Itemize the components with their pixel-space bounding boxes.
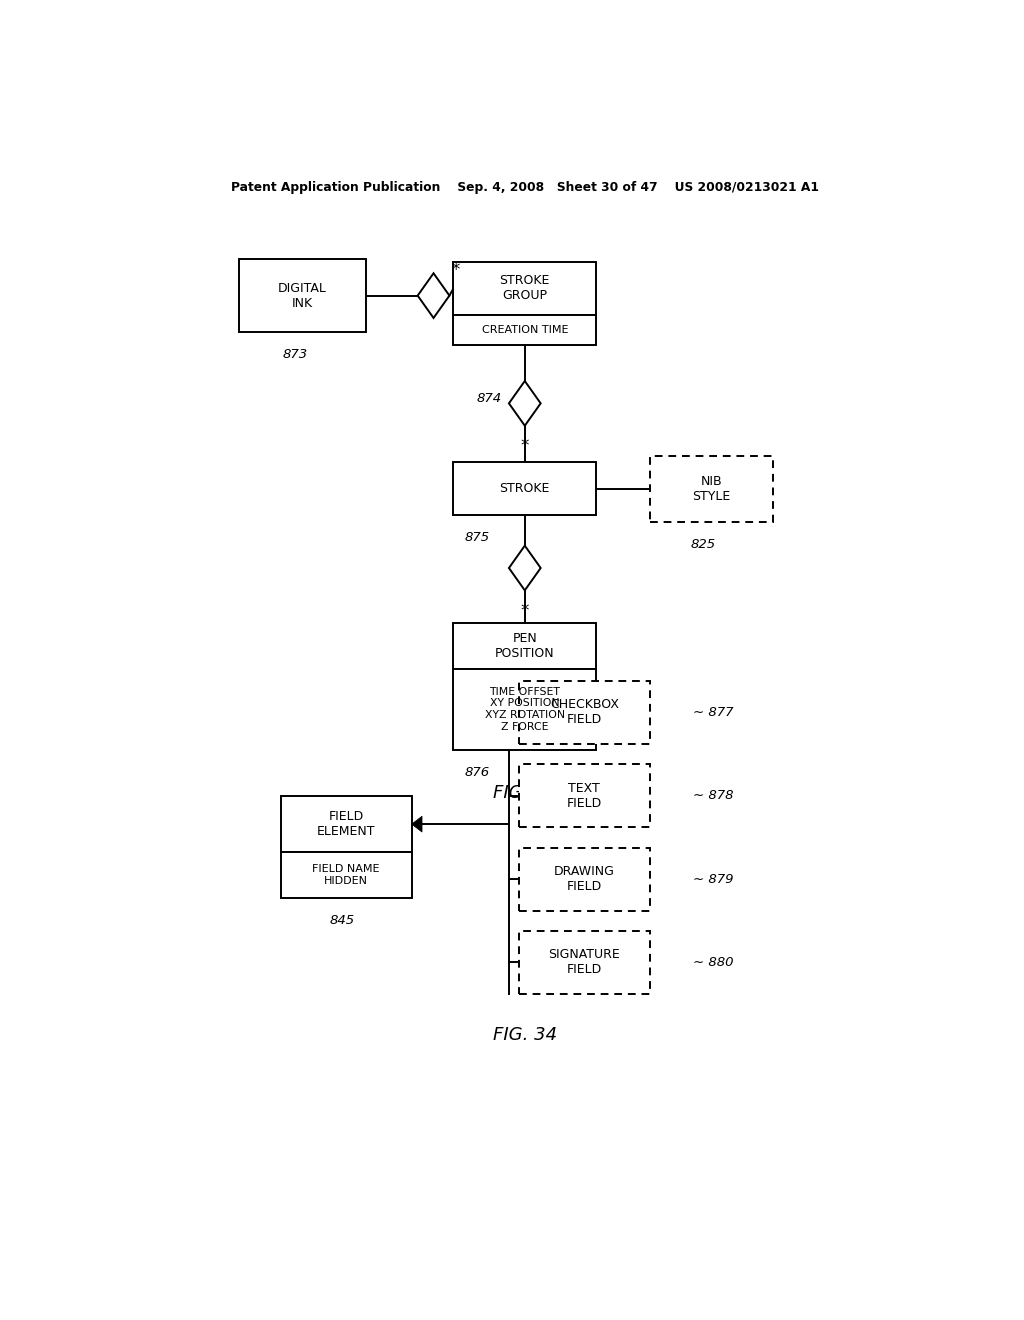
Text: 874: 874 (476, 392, 502, 405)
Text: CHECKBOX
FIELD: CHECKBOX FIELD (550, 698, 618, 726)
Bar (281, 853, 412, 898)
Text: FIELD
ELEMENT: FIELD ELEMENT (317, 810, 376, 838)
Text: *: * (520, 602, 529, 619)
Bar (454, 462, 596, 515)
Bar (454, 263, 596, 315)
Text: Patent Application Publication    Sep. 4, 2008   Sheet 30 of 47    US 2008/02130: Patent Application Publication Sep. 4, 2… (230, 181, 819, 194)
Bar (519, 847, 650, 911)
Text: ∼ 878: ∼ 878 (693, 789, 734, 803)
Bar (519, 931, 650, 994)
Bar (454, 315, 596, 346)
Text: FIG. 33: FIG. 33 (493, 784, 557, 801)
Bar (454, 669, 596, 750)
Text: ∼ 880: ∼ 880 (693, 956, 734, 969)
Text: STROKE: STROKE (500, 482, 550, 495)
Polygon shape (412, 816, 422, 832)
Text: NIB
STYLE: NIB STYLE (692, 475, 730, 503)
Text: PEN
POSITION: PEN POSITION (495, 632, 555, 660)
Text: 876: 876 (465, 766, 489, 779)
Bar (281, 796, 412, 853)
Text: 845: 845 (330, 913, 355, 927)
Text: CREATION TIME: CREATION TIME (481, 325, 568, 335)
Text: DIGITAL
INK: DIGITAL INK (279, 281, 327, 310)
Bar (519, 681, 650, 744)
Text: TIME OFFSET
XY POSITION
XYZ ROTATION
Z FORCE: TIME OFFSET XY POSITION XYZ ROTATION Z F… (484, 686, 565, 731)
Text: 825: 825 (691, 537, 716, 550)
Bar (454, 623, 596, 669)
Bar (519, 764, 650, 828)
Text: *: * (452, 261, 460, 280)
Text: FIELD NAME
HIDDEN: FIELD NAME HIDDEN (312, 865, 380, 886)
Text: FIG. 34: FIG. 34 (493, 1026, 557, 1044)
Text: STROKE
GROUP: STROKE GROUP (500, 275, 550, 302)
Text: ∼ 877: ∼ 877 (693, 706, 734, 719)
Text: 873: 873 (282, 348, 307, 362)
Text: 875: 875 (465, 531, 489, 544)
Text: SIGNATURE
FIELD: SIGNATURE FIELD (549, 948, 621, 977)
Bar (240, 259, 367, 333)
Text: ∼ 879: ∼ 879 (693, 873, 734, 886)
Text: DRAWING
FIELD: DRAWING FIELD (554, 865, 614, 894)
Text: *: * (520, 437, 529, 455)
Text: TEXT
FIELD: TEXT FIELD (566, 781, 602, 809)
Bar (650, 455, 773, 521)
